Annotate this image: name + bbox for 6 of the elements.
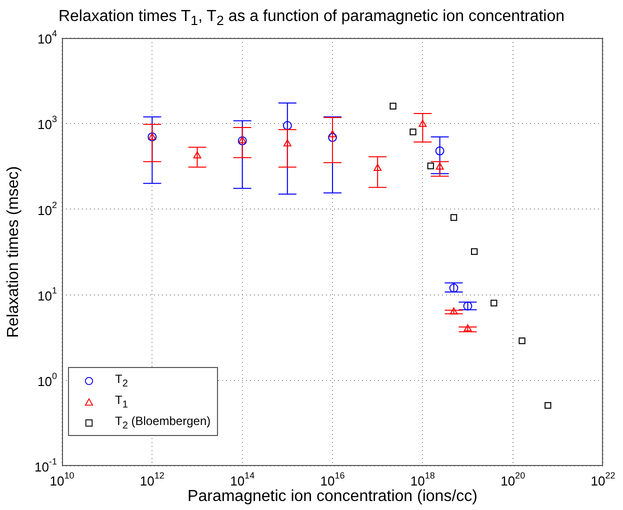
y-axis-title: Relaxation times (msec): [5, 166, 22, 338]
x-axis-title: Paramagnetic ion concentration (ions/cc): [188, 488, 478, 505]
legend-label: T$_{2}$ (Bloembergen): [115, 414, 211, 432]
legend-label: T$_{1}$: [115, 392, 128, 410]
chart-title: Relaxation times T$_{1}$, T$_{2}$ as a function of paramagnetic ion concentration: [57, 8, 566, 28]
legend-label: T$_{2}$: [115, 372, 128, 390]
